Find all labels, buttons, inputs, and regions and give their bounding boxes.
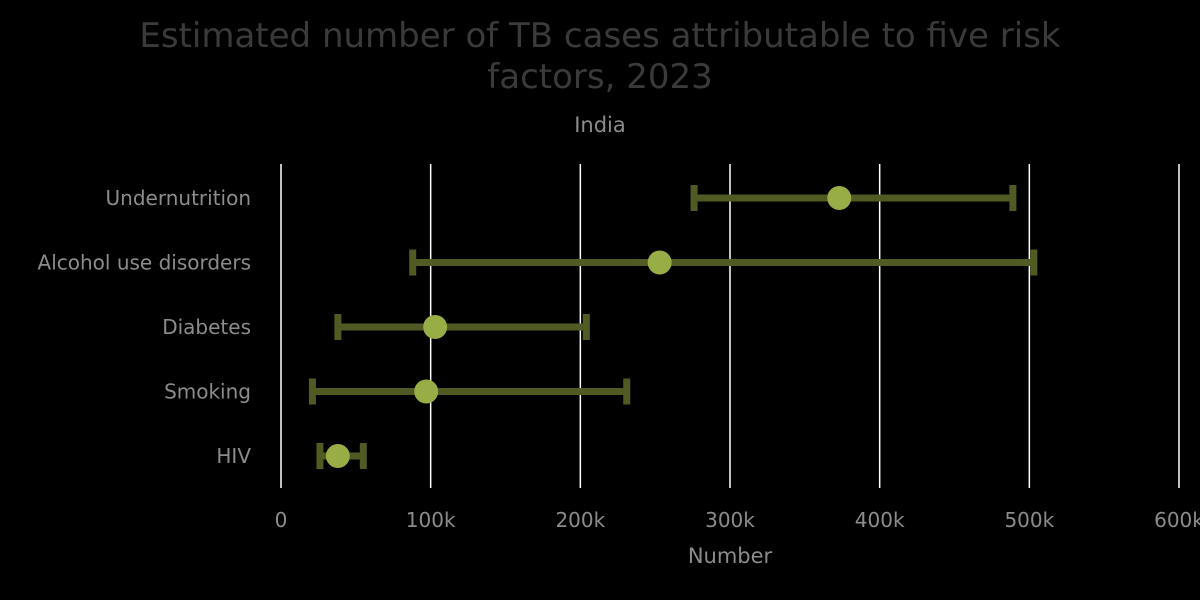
- x-tick-label: 500k: [1004, 508, 1054, 532]
- estimate-point: [423, 315, 448, 339]
- error-bar: [690, 185, 1017, 211]
- x-tick-label: 0: [275, 508, 288, 532]
- error-bar: [308, 378, 631, 405]
- category-label: Diabetes: [162, 315, 251, 339]
- chart-title-line-2: factors, 2023: [487, 57, 712, 97]
- error-bars: [308, 185, 1038, 469]
- x-axis-title: Number: [688, 544, 773, 568]
- x-tick-label: 100k: [406, 508, 456, 532]
- category-label: Undernutrition: [106, 186, 251, 210]
- estimate-point: [414, 379, 439, 404]
- chart-title-line-1: Estimated number of TB cases attributabl…: [139, 16, 1061, 56]
- x-tick-label: 200k: [555, 508, 605, 532]
- estimate-points: [325, 186, 852, 468]
- category-label: Smoking: [164, 380, 251, 404]
- estimate-point: [647, 250, 672, 275]
- x-tick-label: 400k: [855, 508, 905, 532]
- y-axis-categories: Undernutrition Alcohol use disorders Diabe…: [38, 186, 252, 468]
- chart-subtitle: India: [574, 113, 626, 137]
- category-label: Alcohol use disorders: [38, 251, 251, 275]
- estimate-point: [827, 186, 852, 210]
- error-bar: [334, 314, 590, 340]
- x-axis-ticks: 0 100k 200k 300k 400k 500k 600k: [275, 508, 1200, 532]
- category-label: HIV: [216, 444, 251, 468]
- x-tick-label: 300k: [705, 508, 755, 532]
- x-tick-label: 600k: [1154, 508, 1200, 532]
- error-bar: [409, 249, 1038, 276]
- estimate-point: [325, 444, 350, 468]
